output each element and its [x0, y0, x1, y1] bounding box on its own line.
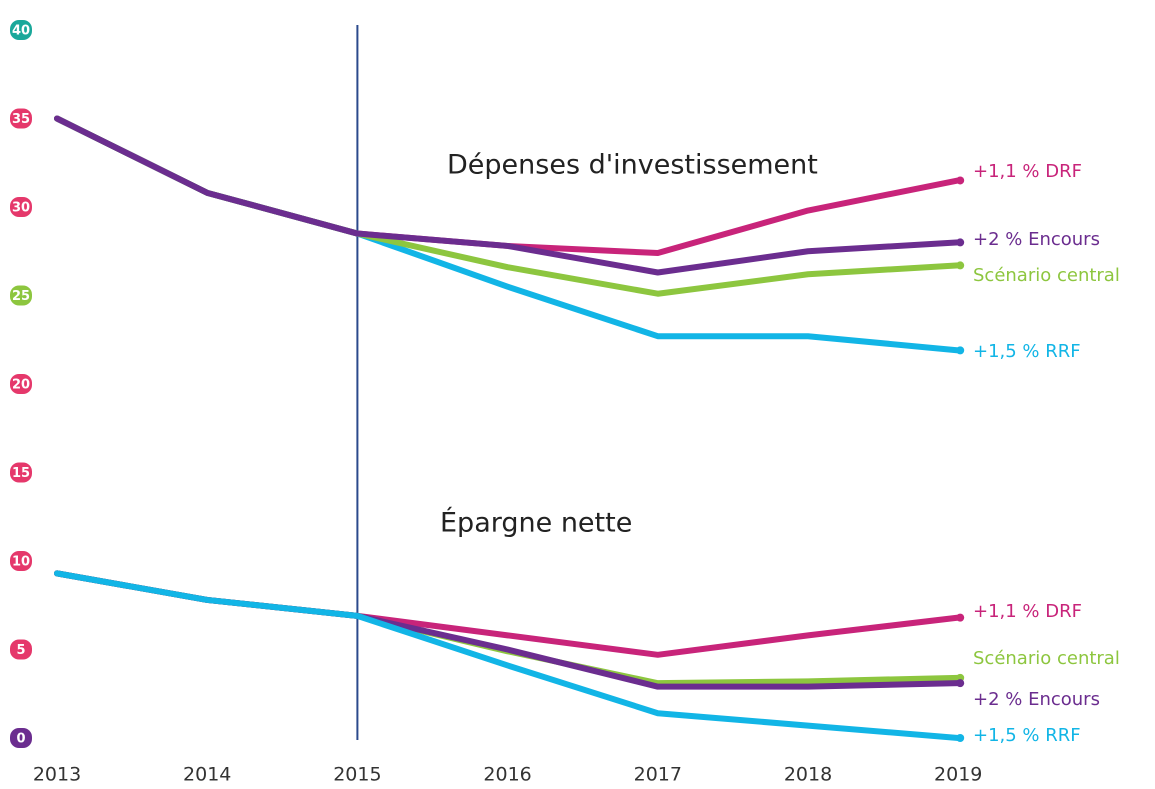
y-tick-badge [10, 285, 32, 306]
series-line [54, 570, 962, 658]
y-tick-label: 15 [12, 466, 30, 481]
series-label: +1,1 % DRF [973, 601, 1082, 622]
y-tick-badge [10, 728, 32, 748]
x-tick-label: 2015 [333, 764, 381, 786]
y-tick-label: 35 [12, 112, 30, 127]
y-tick-label: 5 [16, 643, 25, 658]
end-dot [956, 346, 965, 355]
series-label: Scénario central [973, 648, 1120, 669]
annotation: Épargne nette [440, 507, 632, 539]
y-tick-badge [10, 197, 32, 217]
end-dot [956, 613, 965, 622]
y-tick-badge [10, 462, 32, 483]
x-tick-label: 2014 [183, 764, 231, 786]
x-tick-label: 2016 [483, 764, 531, 786]
y-tick-label: 30 [12, 201, 30, 216]
series-line [54, 570, 962, 741]
y-tick-badge [10, 551, 32, 571]
y-tick-label: 20 [12, 378, 30, 393]
series-label: +2 % Encours [973, 229, 1100, 250]
end-dot [956, 679, 965, 688]
y-tick-label: 40 [12, 24, 30, 39]
x-tick-label: 2018 [784, 764, 832, 786]
end-dot [956, 261, 965, 270]
series-label: +2 % Encours [973, 689, 1100, 710]
y-tick-label: 25 [12, 289, 30, 304]
x-tick-label: 2019 [934, 764, 982, 786]
y-tick-badge [10, 639, 32, 660]
x-tick-label: 2013 [33, 764, 81, 786]
y-tick-label: 10 [12, 555, 30, 570]
end-dot [956, 238, 965, 247]
series-label: +1,5 % RRF [973, 725, 1081, 746]
series-label: Scénario central [973, 265, 1120, 286]
series-line [54, 115, 962, 276]
annotation: Dépenses d'investissement [447, 150, 818, 181]
y-tick-badge [10, 20, 32, 40]
end-dot [956, 734, 965, 742]
series-label: +1,5 % RRF [973, 341, 1081, 362]
series-label: +1,1 % DRF [973, 161, 1082, 182]
series-line [54, 570, 962, 690]
y-tick-badge [10, 374, 32, 394]
x-tick-label: 2017 [634, 764, 682, 786]
end-dot [956, 176, 965, 185]
y-tick-label: 0 [16, 732, 25, 747]
y-tick-badge [10, 108, 32, 129]
